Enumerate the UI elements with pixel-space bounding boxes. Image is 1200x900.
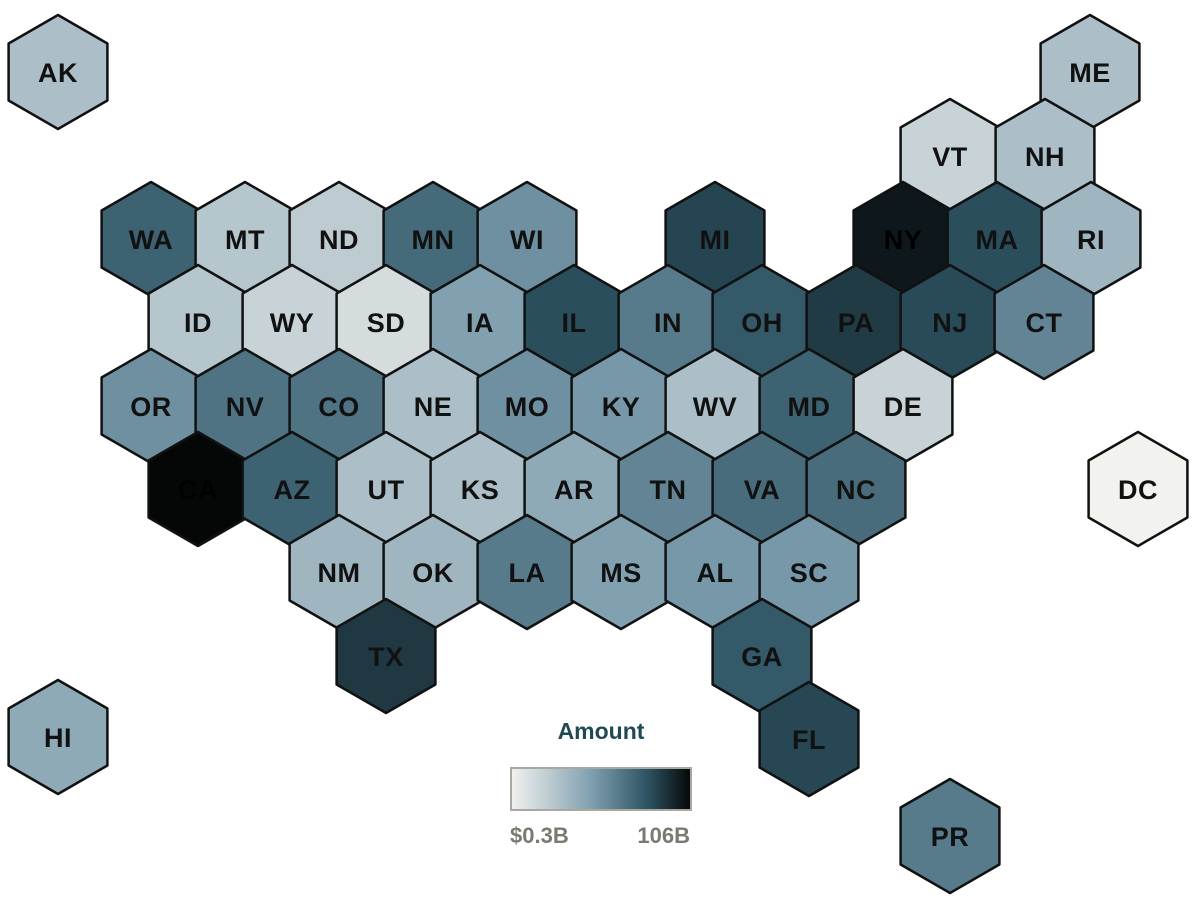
state-label-la: LA — [509, 558, 546, 588]
state-label-ne: NE — [414, 392, 453, 422]
state-label-mo: MO — [505, 392, 550, 422]
state-hex-tx[interactable] — [335, 597, 437, 715]
state-label-mi: MI — [700, 225, 731, 255]
state-label-oh: OH — [741, 308, 783, 338]
state-label-tx: TX — [368, 642, 404, 672]
state-label-id: ID — [184, 308, 212, 338]
state-label-ok: OK — [412, 558, 454, 588]
state-label-md: MD — [788, 392, 831, 422]
state-label-vt: VT — [932, 142, 968, 172]
state-tile-pr[interactable]: PR — [899, 777, 1001, 895]
state-tile-la[interactable]: LA — [476, 513, 578, 631]
state-label-me: ME — [1069, 58, 1111, 88]
state-label-hi: HI — [44, 723, 72, 753]
state-tile-de[interactable]: DE — [852, 347, 954, 465]
state-label-ga: GA — [741, 642, 783, 672]
state-label-mt: MT — [225, 225, 265, 255]
state-hex-ak[interactable] — [7, 13, 109, 131]
state-label-ca: CA — [178, 475, 218, 505]
state-label-wa: WA — [129, 225, 174, 255]
state-label-ms: MS — [600, 558, 642, 588]
state-label-wi: WI — [510, 225, 544, 255]
state-tile-mi[interactable]: MI — [664, 180, 766, 298]
state-label-pr: PR — [931, 822, 970, 852]
state-label-ri: RI — [1077, 225, 1105, 255]
legend-min-label: $0.3B — [510, 823, 569, 848]
state-label-az: AZ — [274, 475, 311, 505]
state-label-ny: NY — [884, 225, 923, 255]
state-label-mn: MN — [412, 225, 455, 255]
state-label-co: CO — [318, 392, 360, 422]
state-label-nd: ND — [319, 225, 359, 255]
state-tile-hi[interactable]: HI — [7, 678, 109, 796]
state-label-dc: DC — [1118, 475, 1158, 505]
state-label-ut: UT — [368, 475, 405, 505]
state-label-wv: WV — [693, 392, 738, 422]
state-label-nc: NC — [836, 475, 876, 505]
state-tile-fl[interactable]: FL — [758, 680, 860, 798]
state-tile-mo[interactable]: MO — [476, 347, 578, 465]
state-hex-hi[interactable] — [7, 678, 109, 796]
state-label-ia: IA — [466, 308, 494, 338]
state-label-ky: KY — [602, 392, 641, 422]
state-label-ks: KS — [461, 475, 500, 505]
state-label-nv: NV — [226, 392, 265, 422]
state-tile-dc[interactable]: DC — [1087, 430, 1189, 548]
state-label-ct: CT — [1026, 308, 1063, 338]
state-hex-ct[interactable] — [993, 263, 1095, 381]
state-label-fl: FL — [792, 725, 826, 755]
state-label-ma: MA — [976, 225, 1019, 255]
state-label-sd: SD — [367, 308, 406, 338]
legend-title: Amount — [558, 718, 645, 744]
state-label-or: OR — [130, 392, 172, 422]
state-tile-nj[interactable]: NJ — [899, 263, 1001, 381]
state-tile-mt[interactable]: MT — [194, 180, 296, 298]
legend-color-bar — [510, 767, 692, 811]
state-tile-ak[interactable]: AK — [7, 13, 109, 131]
color-legend: Amount $0.3B 106B — [510, 718, 692, 848]
state-label-al: AL — [697, 558, 734, 588]
state-label-il: IL — [562, 308, 587, 338]
state-label-tn: TN — [650, 475, 687, 505]
state-tile-ri[interactable]: RI — [1040, 180, 1142, 298]
state-label-nm: NM — [318, 558, 361, 588]
state-tile-oh[interactable]: OH — [711, 263, 813, 381]
state-tiles: AK ME VT NH WA MT ND MN WI MI NY MA RI ID WY SD IA IL IN OH… — [7, 13, 1189, 895]
state-label-nh: NH — [1025, 142, 1065, 172]
state-hex-pr[interactable] — [899, 777, 1001, 895]
state-label-sc: SC — [790, 558, 829, 588]
state-tile-ky[interactable]: KY — [570, 347, 672, 465]
state-label-ak: AK — [38, 58, 78, 88]
state-label-ar: AR — [554, 475, 594, 505]
state-label-va: VA — [744, 475, 781, 505]
state-tile-nc[interactable]: NC — [805, 430, 907, 548]
state-tile-tx[interactable]: TX — [335, 597, 437, 715]
state-tile-me[interactable]: ME — [1039, 13, 1141, 131]
state-label-in: IN — [654, 308, 682, 338]
state-hex-dc[interactable] — [1087, 430, 1189, 548]
legend-max-label: 106B — [637, 823, 690, 848]
state-tile-in[interactable]: IN — [617, 263, 719, 381]
state-tile-ct[interactable]: CT — [993, 263, 1095, 381]
state-tile-ms[interactable]: MS — [570, 513, 672, 631]
state-label-wy: WY — [270, 308, 315, 338]
state-hex-fl[interactable] — [758, 680, 860, 798]
state-tile-ar[interactable]: AR — [523, 430, 625, 548]
state-label-de: DE — [884, 392, 923, 422]
state-label-nj: NJ — [932, 308, 968, 338]
state-label-pa: PA — [838, 308, 875, 338]
